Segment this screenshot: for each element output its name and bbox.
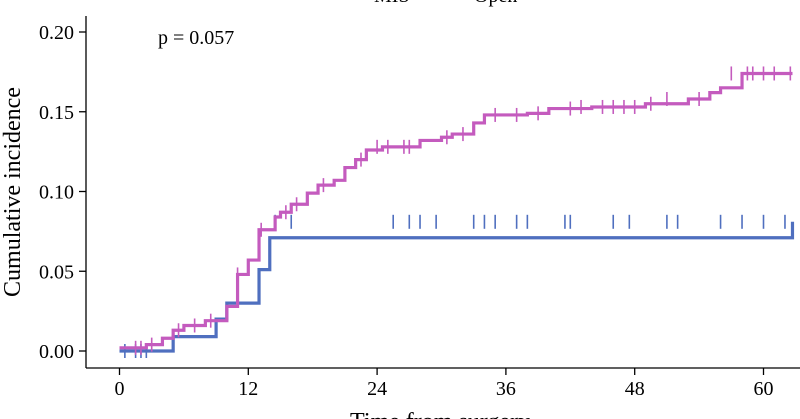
x-tick-label: 48 — [625, 378, 645, 400]
x-ticks: 0 12 24 36 48 60 — [115, 368, 774, 400]
y-tick-label: 0.15 — [39, 102, 74, 124]
y-tick-label: 0.00 — [39, 341, 74, 363]
legend: MIS Open — [374, 0, 517, 7]
y-axis-label: Cumulative incidence — [0, 87, 26, 297]
x-tick-label: 24 — [367, 378, 387, 400]
y-ticks: 0.00 0.05 0.10 0.15 0.20 — [39, 22, 86, 363]
axes — [85, 16, 800, 369]
x-tick-label: 0 — [115, 378, 125, 400]
km-step-line-mis — [119, 221, 795, 353]
x-tick-label: 60 — [754, 378, 774, 400]
x-axis-label: Time from surgery — [350, 409, 530, 419]
x-tick-label: 12 — [238, 378, 258, 400]
p-value-annotation: p = 0.057 — [158, 27, 234, 49]
y-tick-label: 0.20 — [39, 22, 74, 44]
series-layer — [119, 66, 795, 358]
legend-label: MIS — [374, 0, 410, 7]
y-tick-label: 0.05 — [39, 261, 74, 283]
legend-label: Open — [474, 0, 517, 7]
km-step-line-open — [119, 71, 793, 350]
x-tick-label: 36 — [496, 378, 516, 400]
y-tick-label: 0.10 — [39, 182, 74, 204]
